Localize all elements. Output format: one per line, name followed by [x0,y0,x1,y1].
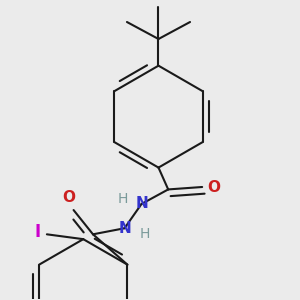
Text: H: H [118,192,128,206]
Text: N: N [135,196,148,211]
Text: O: O [207,179,220,194]
Text: H: H [140,227,150,241]
Text: N: N [118,221,131,236]
Text: O: O [62,190,75,205]
Text: I: I [35,223,41,241]
